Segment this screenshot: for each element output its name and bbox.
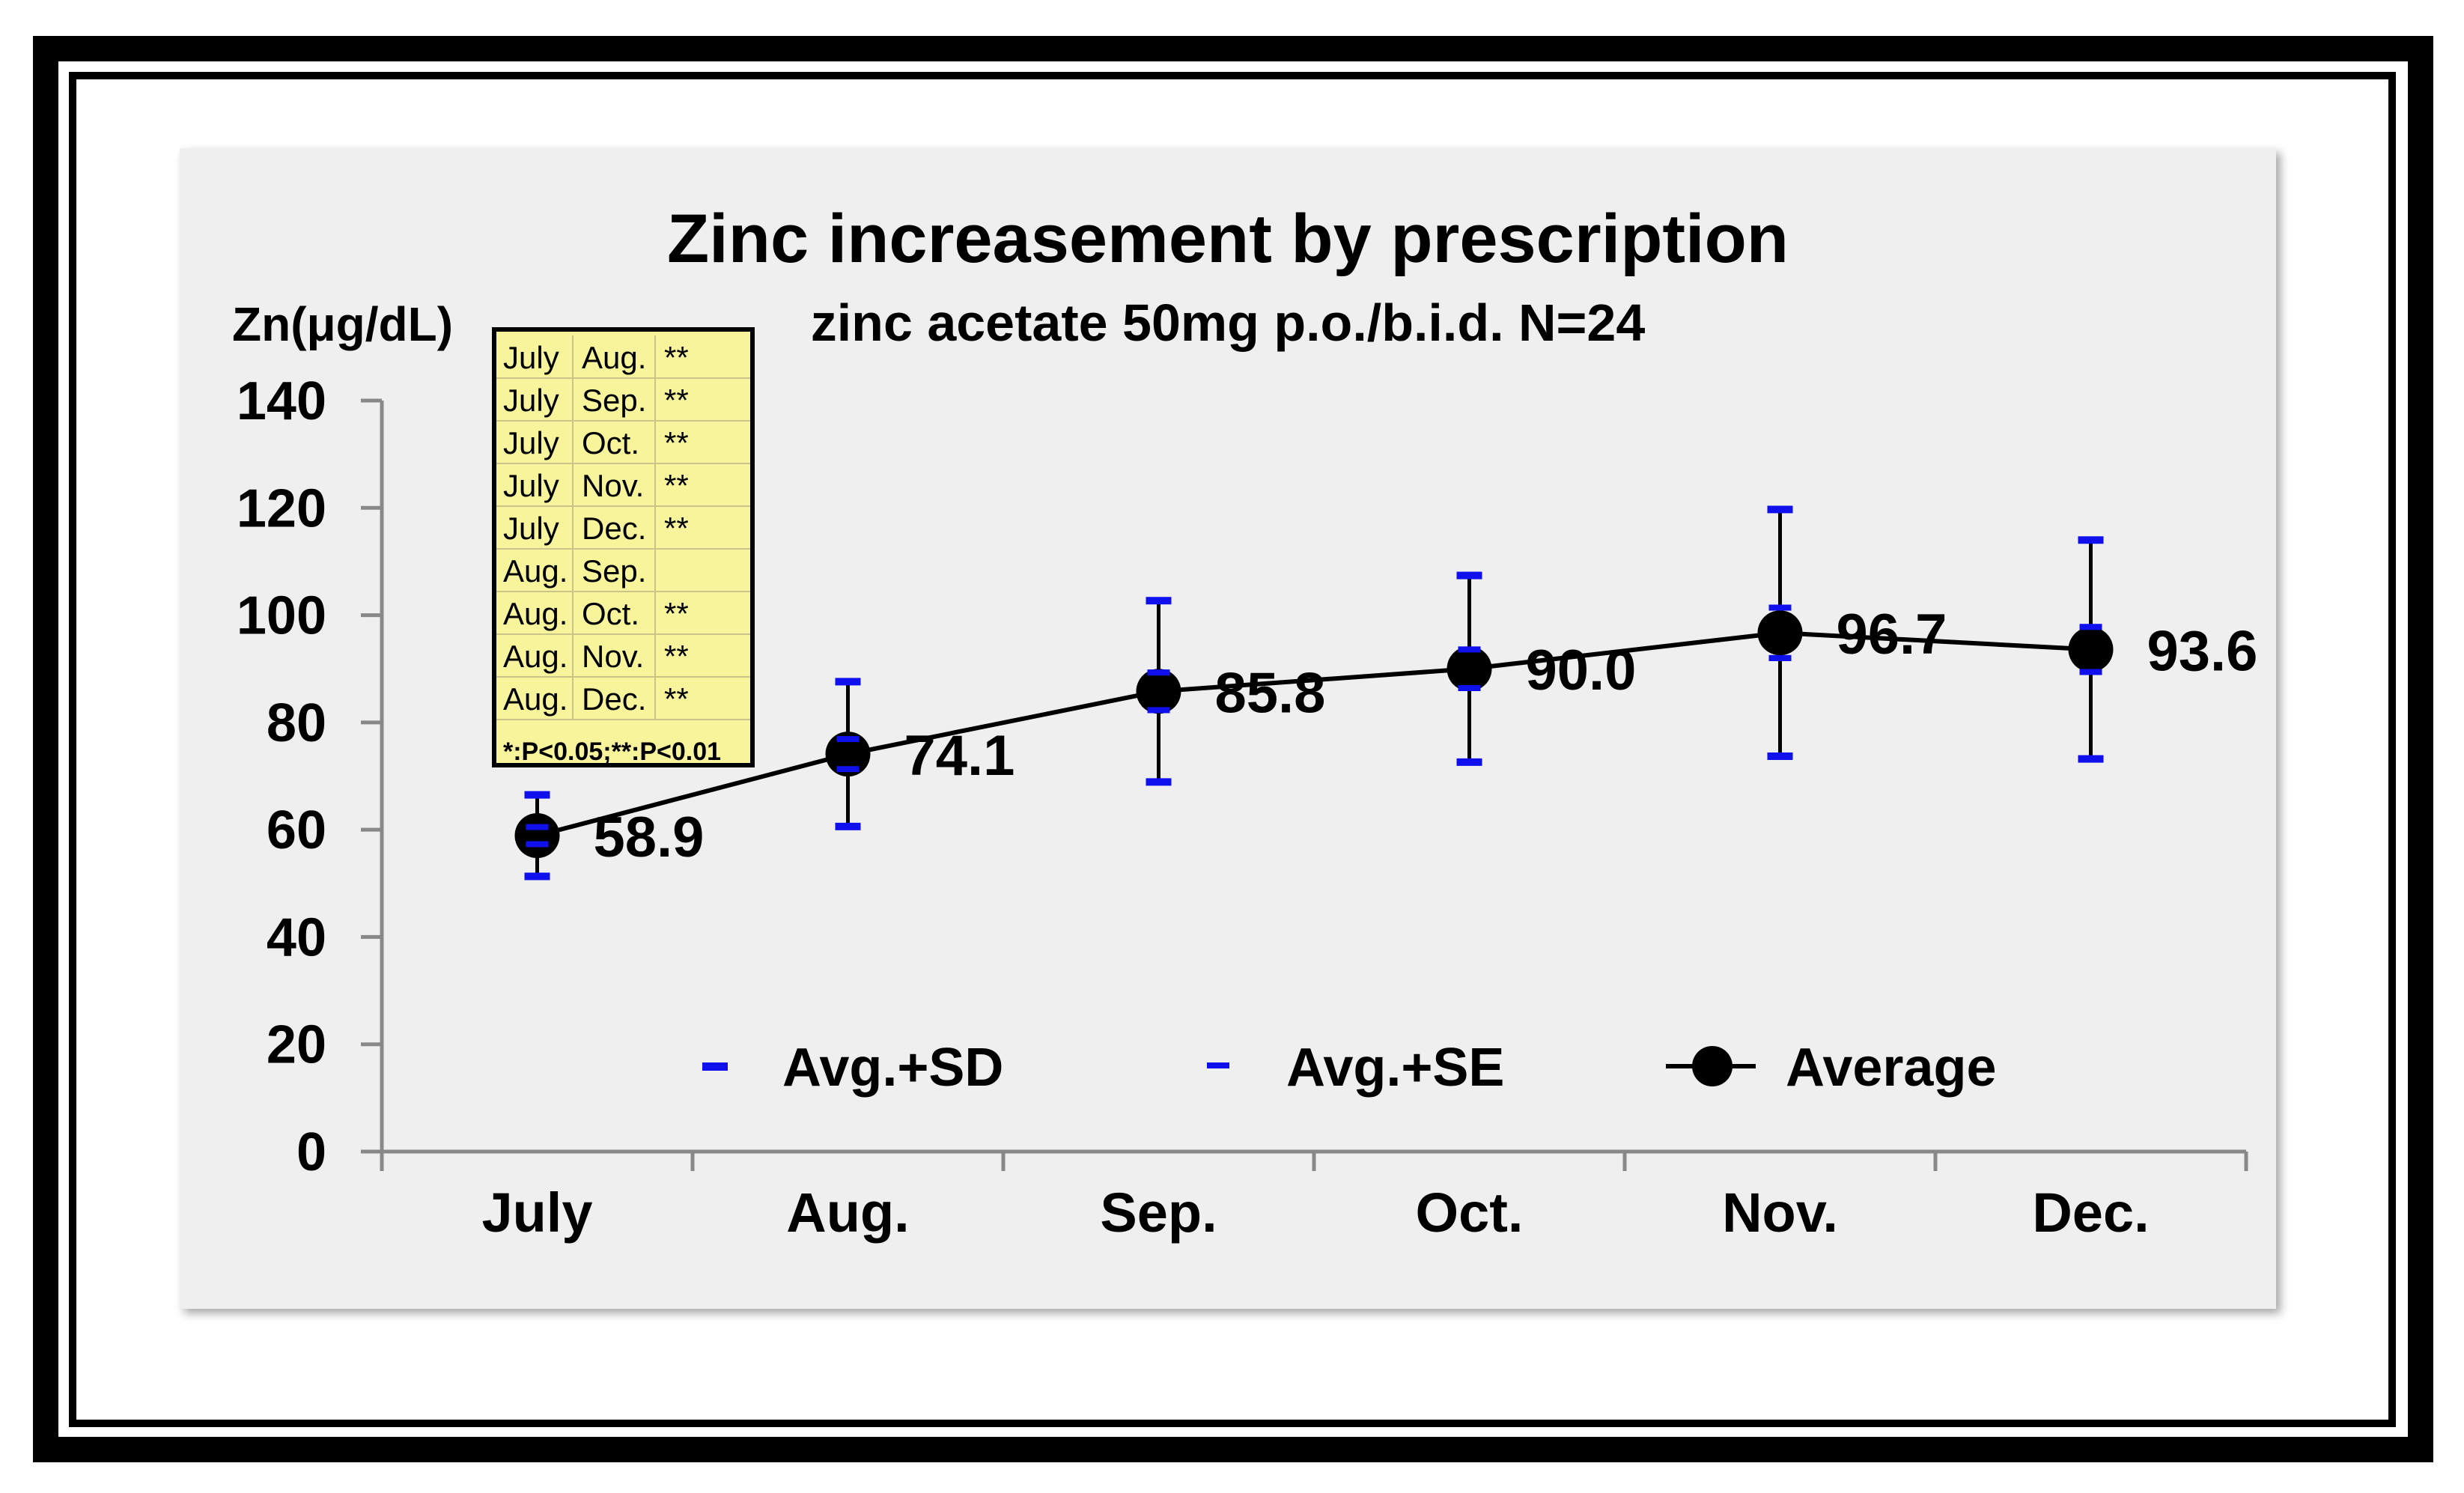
average-marker [2068,627,2114,672]
table-cell: July [503,468,559,503]
se-cap-top-overlay [1458,646,1481,653]
table-cell: ** [664,511,689,546]
table-cell: Aug. [503,639,568,674]
average-series [536,630,2091,838]
data-labels: 58.9 74.1 85.8 90.0 96.7 93.6 [594,603,2258,869]
sd-cap-top [1146,597,1172,605]
data-label: 58.9 [594,806,705,869]
se-cap-top-overlay [526,824,549,830]
y-tick-label: 40 [267,907,326,967]
table-cell: Nov. [582,468,644,503]
table-cell: Aug. [503,681,568,717]
x-tick-label: July [481,1182,592,1244]
data-label: 90.0 [1526,639,1637,702]
legend-sd-label: Avg.+SD [782,1038,1003,1098]
y-tick-label: 140 [237,371,326,431]
table-cell: July [503,425,559,460]
se-cap-bottom-overlay [1147,707,1170,714]
y-tick-label: 0 [296,1122,326,1182]
y-tick-label: 20 [267,1015,326,1075]
table-cell: ** [664,425,689,460]
table-cell: July [503,383,559,418]
inner-frame [69,72,2396,1427]
sd-cap-top [835,678,861,686]
table-cell: Dec. [582,681,646,717]
data-label: 74.1 [904,724,1015,788]
data-label: 96.7 [1837,603,1947,666]
table-cell: ** [664,340,689,375]
sd-cap-bottom [1767,752,1793,760]
se-cap-bottom-overlay [836,766,860,773]
x-tick-label: Dec. [2032,1182,2149,1244]
table-cell: July [503,511,559,546]
x-tick-label: Sep. [1100,1182,1217,1244]
table-cell: ** [664,383,689,418]
y-tick-label: 80 [267,693,326,753]
sd-cap-bottom [835,822,861,830]
table-cell: Sep. [582,553,646,589]
table-cell: Aug. [582,340,646,375]
sd-cap-bottom [2078,755,2104,763]
table-cell: Oct. [582,596,639,631]
table-cell: Sep. [582,383,646,418]
average-line [536,630,2091,838]
sd-cap-bottom [524,872,550,881]
significance-table: July Aug. ** July Sep. ** July Oct. ** July Nov. **… [492,327,755,767]
se-cap-bottom-overlay [1458,685,1481,692]
y-ticks: 0 20 40 60 80 100 120 140 [237,371,382,1182]
y-tick-label: 60 [267,800,326,860]
table-cell: ** [664,596,689,631]
sd-cap-top [1456,571,1482,580]
sd-cap-top [524,791,550,799]
sd-cap-bottom [1456,758,1482,766]
average-marker [1136,669,1181,714]
data-label: 93.6 [2147,619,2258,683]
table-cell: ** [664,639,689,674]
se-cap-top-overlay [1147,669,1170,676]
x-ticks: July Aug. Sep. Oct. Nov. Dec. [380,1152,2248,1244]
x-tick-label: Oct. [1416,1182,1524,1244]
se-cap-top-overlay [1768,604,1792,611]
legend-sd-swatch [702,1062,728,1071]
se-cap-top-overlay [836,736,860,743]
table-cell: ** [664,468,689,503]
table-footnote: *:P<0.05;**:P<0.01 [503,738,721,766]
chart-subtitle: zinc acetate 50mg p.o./b.i.d. N=24 [811,294,1646,352]
table-cell: Aug. [503,553,568,589]
y-axis-label: Zn(μg/dL) [232,297,453,351]
table-cell: ** [664,681,689,717]
average-marker [1757,610,1803,656]
legend-se-label: Avg.+SE [1286,1038,1504,1098]
average-marker [514,813,560,859]
y-tick-label: 100 [237,586,326,646]
table-cell: July [503,340,559,375]
x-tick-label: Nov. [1722,1182,1838,1244]
legend-se-swatch [1207,1062,1229,1068]
x-tick-label: Aug. [786,1182,909,1244]
sd-cap-top [2078,536,2104,544]
average-marker [1447,646,1492,692]
legend: Avg.+SD Avg.+SE Average [702,1038,1997,1098]
table-cell: Oct. [582,425,639,460]
y-tick-label: 120 [237,478,326,538]
data-label: 85.8 [1215,661,1326,725]
table-cell: Dec. [582,511,646,546]
chart-title: Zinc increasement by prescription [667,201,1789,277]
table-cell: Nov. [582,639,644,674]
se-cap-bottom-overlay [2079,669,2102,675]
sd-cap-top [1767,505,1793,514]
average-marker [825,732,871,777]
table-cell: Aug. [503,596,568,631]
se-cap-bottom-overlay [526,841,549,848]
average-markers [514,604,2114,859]
legend-average-label: Average [1786,1038,1997,1098]
sd-cap-bottom [1146,778,1172,786]
se-cap-top-overlay [2079,624,2102,630]
se-cap-bottom-overlay [1768,654,1792,661]
significance-table-box [492,327,755,767]
legend-average-marker [1692,1046,1733,1086]
